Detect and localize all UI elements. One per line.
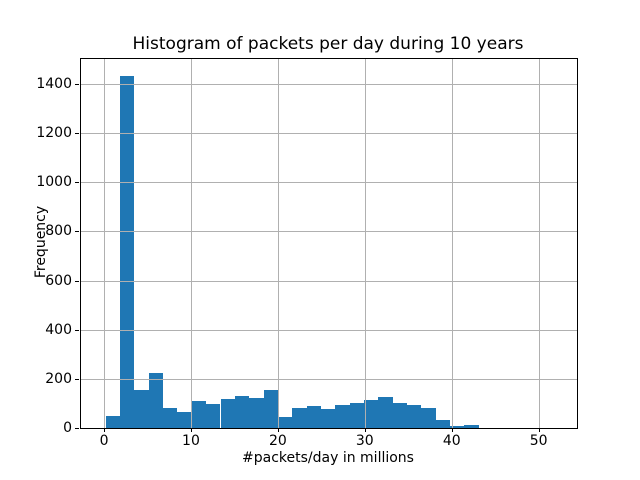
x-tick <box>190 428 192 432</box>
y-tick-label: 400 <box>45 321 72 338</box>
y-tick-label: 600 <box>45 272 72 289</box>
histogram-bar <box>435 419 450 428</box>
histogram-bar <box>177 412 192 428</box>
x-gridline <box>538 59 540 428</box>
y-tick <box>75 280 79 282</box>
y-axis-label-text: Frequency <box>33 205 49 279</box>
histogram-bar <box>234 396 250 428</box>
x-tick-label: 40 <box>442 433 461 449</box>
histogram-bar <box>406 404 422 428</box>
histogram-bar <box>306 405 321 428</box>
x-gridline <box>451 59 453 428</box>
y-tick <box>75 83 79 85</box>
histogram-bar <box>320 409 336 428</box>
histogram-bar <box>421 408 436 428</box>
y-tick <box>75 428 79 429</box>
x-tick <box>451 428 453 432</box>
y-tick-label: 200 <box>45 370 72 387</box>
histogram-bar <box>263 389 278 428</box>
y-tick-label: 1200 <box>36 125 72 141</box>
y-tick-label: 800 <box>45 223 72 240</box>
histogram-bar <box>105 415 121 428</box>
y-gridline <box>81 133 577 134</box>
x-tick <box>538 428 540 432</box>
histogram-bar <box>120 76 135 428</box>
chart-title: Histogram of packets per day during 10 y… <box>132 34 524 54</box>
y-gridline <box>81 83 577 85</box>
histogram-bar <box>378 396 393 428</box>
x-tick <box>104 428 106 432</box>
y-tick-label: 1400 <box>36 75 72 92</box>
histogram-bar <box>191 400 207 428</box>
y-tick-label: 1000 <box>36 174 72 191</box>
y-gridline <box>81 231 577 233</box>
histogram-bar <box>292 408 307 428</box>
x-tick <box>277 428 279 432</box>
histogram-bar <box>450 426 465 428</box>
y-tick <box>75 231 79 233</box>
histogram-bar <box>148 373 164 428</box>
histogram-bar <box>335 405 350 428</box>
y-gridline <box>81 329 577 331</box>
histogram-bar <box>349 403 364 428</box>
histogram-bar <box>163 408 178 428</box>
x-gridline <box>190 59 192 428</box>
y-tick-label: 0 <box>63 420 72 436</box>
x-tick-label: 20 <box>268 433 287 449</box>
y-tick <box>75 133 79 134</box>
y-gridline <box>81 182 577 184</box>
histogram-bar <box>134 389 149 428</box>
x-gridline <box>364 59 366 428</box>
histogram-bar <box>220 398 235 428</box>
y-tick <box>75 329 79 331</box>
y-tick <box>75 378 79 380</box>
plot-area <box>80 58 578 429</box>
x-gridline <box>277 59 279 428</box>
x-gridline <box>104 59 106 428</box>
histogram-bar <box>206 403 221 428</box>
histogram-bar <box>363 399 379 428</box>
y-tick <box>75 182 79 184</box>
histogram-bar <box>464 424 479 428</box>
x-tick-label: 0 <box>99 433 109 449</box>
x-tick <box>364 428 366 432</box>
histogram-bar <box>277 416 293 428</box>
y-gridline <box>81 280 577 282</box>
x-tick-label: 10 <box>182 433 200 449</box>
x-axis-label: #packets/day in millions <box>242 450 414 466</box>
histogram-bar <box>392 403 407 428</box>
x-tick-label: 50 <box>529 433 548 449</box>
histogram-bar <box>249 398 264 428</box>
x-tick-label: 30 <box>355 433 374 449</box>
y-gridline <box>81 378 577 380</box>
